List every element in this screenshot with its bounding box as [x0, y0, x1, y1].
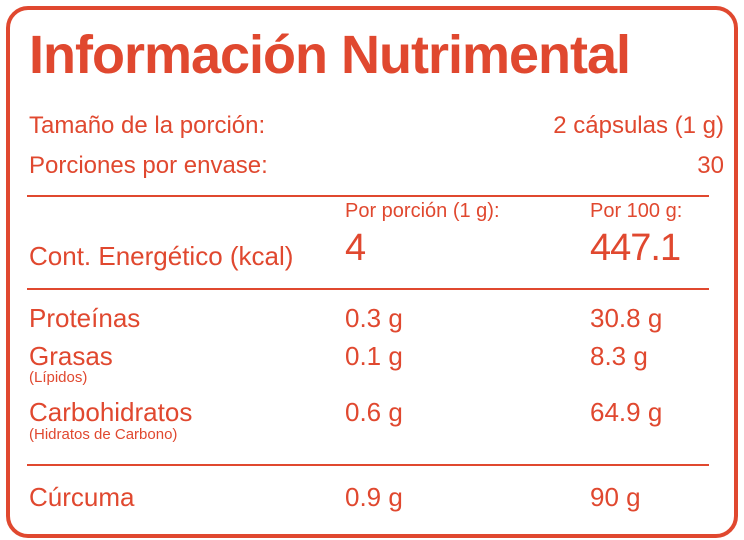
- nutrient-label-fats: Grasas: [29, 341, 113, 371]
- energy-per-serving: 4: [345, 227, 367, 269]
- nutrient-label-carbohydrates: Carbohidratos: [29, 397, 193, 427]
- nutrition-title: Información Nutrimental: [29, 25, 631, 85]
- extra-ingredient-per-serving: 0.9 g: [345, 482, 403, 512]
- nutrient-label-proteins: Proteínas: [29, 303, 141, 333]
- extra-ingredient-label: Cúrcuma: [29, 482, 135, 512]
- serving-size-value: 2 cápsulas (1 g): [553, 112, 724, 139]
- energy-label: Cont. Energético (kcal): [29, 241, 294, 271]
- energy-per-100g: 447.1: [590, 227, 681, 269]
- column-header-per-serving: Por porción (1 g):: [345, 200, 500, 222]
- nutrient-sublabel-carbohydrates: (Hidratos de Carbono): [29, 426, 178, 443]
- servings-per-container-label: Porciones por envase:: [29, 152, 268, 179]
- nutrient-fats-per-serving: 0.1 g: [345, 341, 403, 371]
- nutrient-carbohydrates-per-serving: 0.6 g: [345, 397, 403, 427]
- divider-middle: [27, 288, 709, 290]
- divider-top: [27, 195, 709, 197]
- nutrient-sublabel-fats: (Lípidos): [29, 369, 88, 386]
- nutrient-carbohydrates-per-100g: 64.9 g: [590, 397, 663, 427]
- column-header-per-100g: Por 100 g:: [590, 200, 683, 222]
- nutrient-proteins-per-100g: 30.8 g: [590, 303, 663, 333]
- nutrition-panel: [6, 6, 738, 538]
- nutrient-proteins-per-serving: 0.3 g: [345, 303, 403, 333]
- nutrient-fats-per-100g: 8.3 g: [590, 341, 648, 371]
- extra-ingredient-per-100g: 90 g: [590, 482, 641, 512]
- divider-bottom: [27, 464, 709, 466]
- serving-size-label: Tamaño de la porción:: [29, 112, 266, 139]
- servings-per-container-value: 30: [697, 152, 724, 179]
